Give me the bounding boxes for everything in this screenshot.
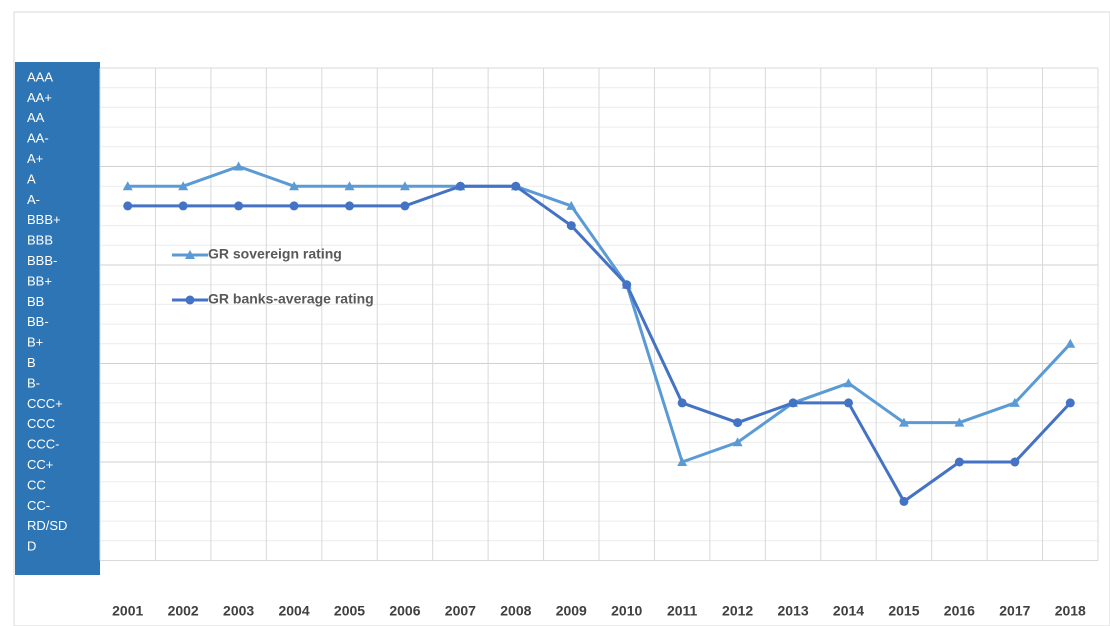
y-tick-label: B+ — [27, 335, 43, 350]
point-marker — [511, 181, 521, 191]
x-tick-label: 2003 — [223, 603, 254, 619]
x-tick-label: 2015 — [888, 603, 919, 619]
point-marker — [954, 417, 965, 427]
point-marker — [289, 201, 299, 211]
point-marker — [399, 181, 410, 191]
x-tick-label: 2011 — [667, 603, 698, 619]
point-marker — [122, 181, 133, 191]
y-tick-label: BBB — [27, 233, 53, 248]
y-tick-label: CCC- — [27, 437, 60, 452]
y-tick-label: RD/SD — [27, 518, 67, 533]
x-tick-label: 2018 — [1055, 603, 1086, 619]
point-marker — [677, 398, 687, 408]
series-line — [127, 184, 1072, 504]
x-tick-label: 2016 — [944, 603, 975, 619]
chart-frame — [13, 11, 1110, 626]
point-marker — [1065, 398, 1075, 408]
y-tick-label: BBB+ — [27, 212, 61, 227]
point-marker — [898, 417, 909, 427]
point-marker — [345, 201, 354, 211]
y-tick-label: BB — [27, 294, 44, 309]
y-tick-label: CC — [27, 477, 46, 492]
point-marker — [1010, 457, 1020, 467]
point-marker — [566, 221, 576, 231]
x-tick-label: 2010 — [611, 603, 642, 619]
y-tick-label: CC+ — [27, 457, 53, 472]
x-tick-label: 2005 — [334, 603, 365, 619]
y-tick-label: BB- — [27, 314, 49, 329]
point-marker — [123, 201, 133, 211]
point-marker — [185, 295, 195, 305]
point-marker — [732, 437, 743, 447]
y-tick-label: B- — [27, 375, 40, 390]
point-marker — [344, 181, 355, 191]
y-label-panel — [15, 62, 100, 575]
legend-label: GR banks-average rating — [208, 291, 374, 307]
point-marker — [788, 398, 798, 408]
y-tick-label: BBB- — [27, 253, 57, 268]
y-tick-label: AA+ — [27, 90, 52, 105]
point-marker — [843, 378, 854, 388]
y-tick-label: BB+ — [27, 273, 52, 288]
x-tick-label: 2007 — [445, 603, 476, 619]
point-marker — [455, 181, 465, 191]
x-tick-label: 2014 — [833, 603, 864, 619]
y-tick-label: AAA — [27, 69, 53, 84]
point-marker — [677, 457, 688, 466]
x-tick-label: 2006 — [389, 603, 420, 619]
x-tick-label: 2017 — [999, 603, 1030, 619]
y-tick-label: A- — [27, 192, 40, 207]
x-tick-label: 2008 — [500, 603, 531, 619]
point-marker — [289, 181, 300, 191]
point-marker — [1065, 338, 1076, 348]
y-tick-label: CCC+ — [27, 396, 63, 411]
y-tick-label: A — [27, 171, 36, 186]
y-tick-label: A+ — [27, 151, 43, 166]
point-marker — [844, 398, 853, 408]
point-marker — [178, 181, 189, 191]
series-line — [127, 164, 1072, 464]
y-tick-label: AA- — [27, 131, 49, 146]
x-tick-label: 2004 — [278, 603, 309, 619]
point-marker — [233, 161, 244, 171]
point-marker — [566, 200, 577, 210]
point-marker — [234, 201, 244, 211]
y-tick-label: AA — [27, 110, 45, 125]
legend-label: GR sovereign rating — [208, 246, 342, 262]
y-tick-label: D — [27, 539, 36, 554]
point-marker — [622, 280, 632, 290]
point-marker — [1009, 397, 1020, 407]
y-tick-label: B — [27, 355, 36, 370]
x-tick-label: 2009 — [556, 603, 587, 619]
x-tick-label: 2012 — [722, 603, 753, 619]
x-tick-label: 2013 — [777, 603, 808, 619]
x-tick-label: 2002 — [168, 603, 199, 619]
y-tick-label: CCC — [27, 416, 55, 431]
point-marker — [178, 201, 188, 211]
point-marker — [400, 201, 410, 211]
point-marker — [733, 418, 743, 428]
y-tick-label: CC- — [27, 498, 50, 513]
point-marker — [185, 250, 195, 259]
point-marker — [899, 496, 909, 506]
x-tick-label: 2001 — [112, 603, 143, 619]
point-marker — [954, 457, 964, 467]
